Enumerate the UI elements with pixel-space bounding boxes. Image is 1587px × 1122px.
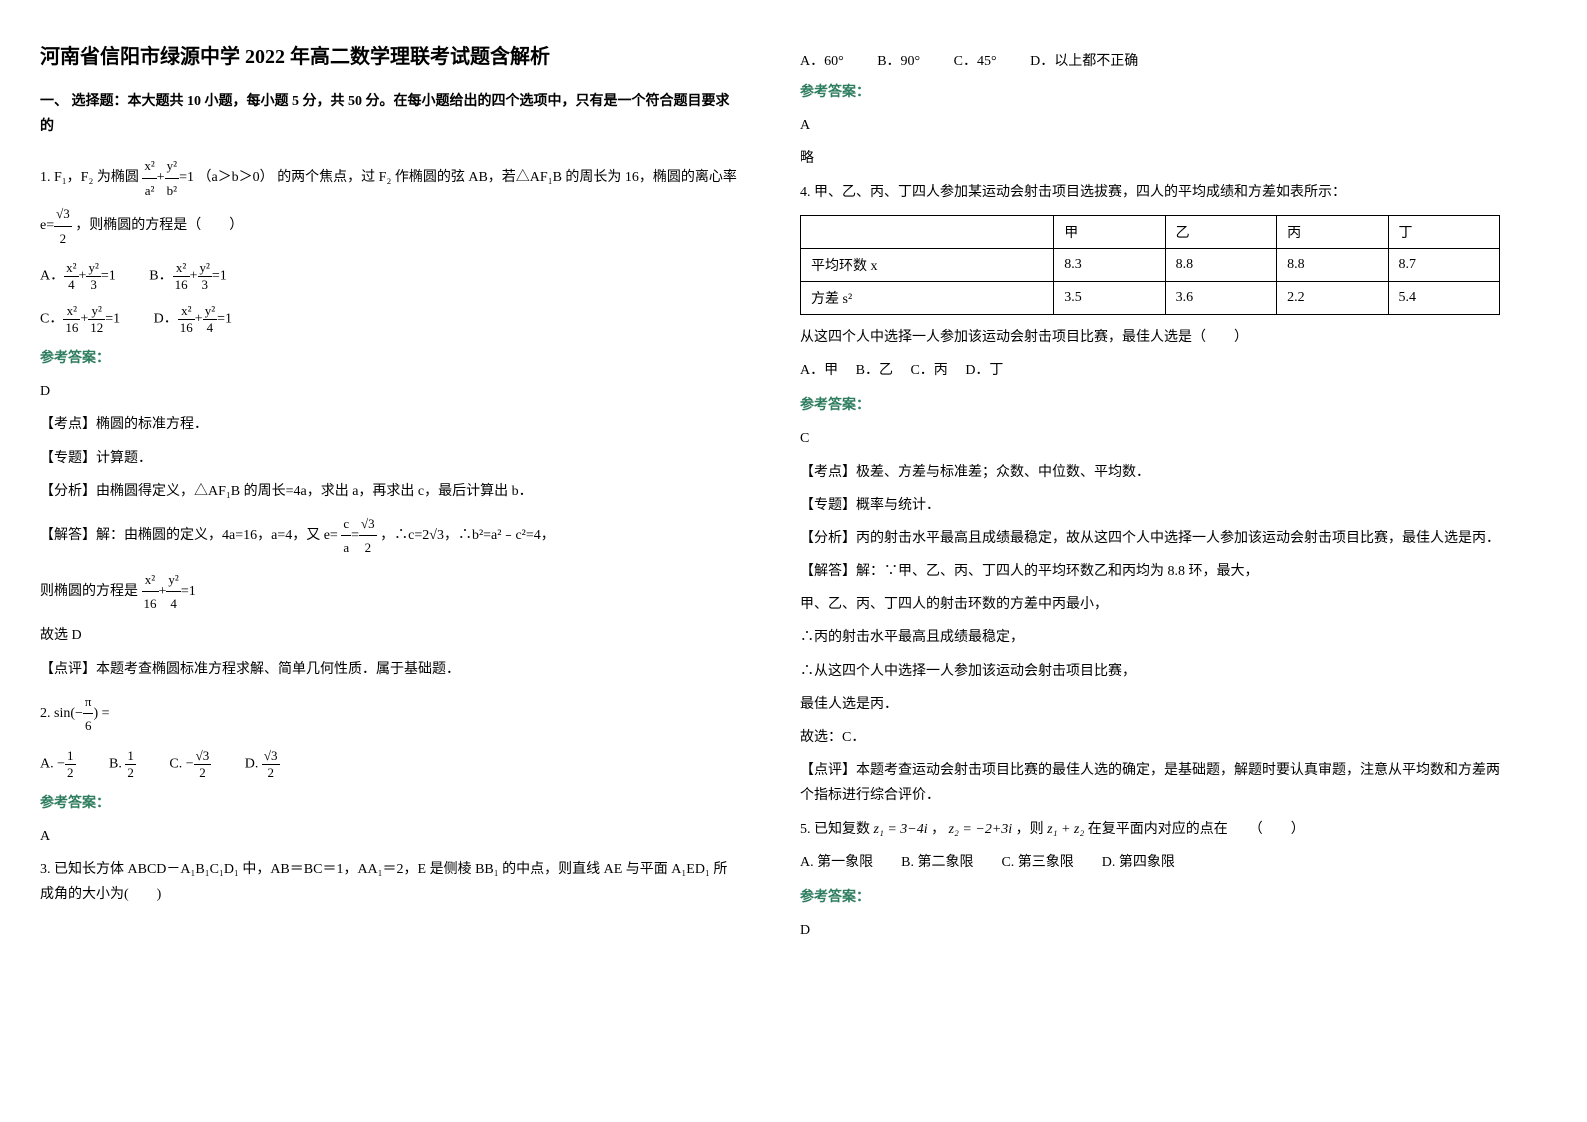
q4-answer: C — [800, 426, 1500, 451]
q3-optC: C．45° — [954, 50, 997, 70]
r1c0: 平均环数 x — [801, 248, 1054, 281]
q5-suffix: 在复平面内对应的点在 （ ） — [1088, 822, 1305, 837]
q4-comment: 【点评】本题考查运动会射击项目比赛的最佳人选的确定，是基础题，解题时要认真审题，… — [800, 758, 1500, 808]
q5-comma: ， — [931, 822, 945, 837]
q3-options: A．60° B．90° C．45° D．以上都不正确 — [800, 50, 1500, 70]
q2-answer-label: 参考答案： — [40, 791, 740, 816]
r1c3: 8.8 — [1277, 248, 1388, 281]
q1-solve-mid: ，∴c=2√3，∴b²=a²﹣c²=4， — [380, 528, 555, 543]
table-row: 方差 s² 3.5 3.6 2.2 5.4 — [801, 281, 1500, 314]
q1-tag2: 【专题】计算题． — [40, 446, 740, 471]
q2-stem: 2. sin(−π6) = — [40, 690, 740, 738]
r2c1: 3.5 — [1054, 281, 1165, 314]
q4-analysis: 【分析】丙的射击水平最高且成绩最稳定，故从这四个人中选择一人参加该运动会射击项目… — [800, 526, 1500, 551]
r1c4: 8.7 — [1388, 248, 1499, 281]
table-header-row: 甲 乙 丙 丁 — [801, 215, 1500, 248]
q2-answer: A — [40, 824, 740, 849]
q4-options: A．甲 B．乙 C．丙 D．丁 — [800, 358, 1500, 383]
q1-solve-prefix: 【解答】解：由椭圆的定义，4a=16，a=4，又 e= — [40, 528, 338, 543]
eccentricity: e=√32 — [40, 202, 72, 250]
q1-options-row1: A．x²4+y²3=1 B．x²16+y²3=1 — [40, 260, 740, 293]
q3-answer-label: 参考答案： — [800, 80, 1500, 105]
q1-stem: 1. F₁，F₂ 为椭圆 x²a²+y²b²=1 （a＞b＞0） 的两个焦点，过… — [40, 154, 740, 250]
q2-optC: C. −√32 — [169, 748, 211, 781]
q2-optB: B. 12 — [109, 748, 136, 781]
ellipse-equation: x²a²+y²b²=1 — [142, 154, 194, 202]
q5-z1: z₁ = 3−4i — [874, 822, 928, 837]
sin-expr: sin(−π6) = — [54, 690, 110, 738]
q4-optC: C．丙 — [910, 363, 947, 378]
q5-stem: 5. 已知复数 z₁ = 3−4i ， z₂ = −2+3i ，则 z₁ + z… — [800, 817, 1500, 842]
q4-optD: D．丁 — [965, 363, 1003, 378]
q1-optD: D．x²16+y²4=1 — [154, 303, 232, 336]
q4-optA: A．甲 — [800, 363, 838, 378]
q4-optB: B．乙 — [856, 363, 893, 378]
q1-solve-eq: 则椭圆的方程是 x²16+y²4=1 — [40, 568, 740, 616]
q3-answer: A — [800, 113, 1500, 138]
q4-answer-label: 参考答案： — [800, 393, 1500, 418]
q5-answer: D — [800, 918, 1500, 943]
q1-solve-answer: 故选 D — [40, 623, 740, 648]
q1-optB: B．x²16+y²3=1 — [149, 260, 227, 293]
th2: 乙 — [1165, 215, 1276, 248]
q4-stem: 4. 甲、乙、丙、丁四人参加某运动会射击项目选拔赛，四人的平均成绩和方差如表所示… — [800, 180, 1500, 205]
q3-optA: A．60° — [800, 50, 844, 70]
right-column: A．60° B．90° C．45° D．以上都不正确 参考答案： A 略 4. … — [800, 40, 1500, 951]
q3-optD: D．以上都不正确 — [1030, 50, 1138, 70]
q2-optD: D. √32 — [245, 748, 280, 781]
r1c2: 8.8 — [1165, 248, 1276, 281]
q1-prefix: 1. F₁，F₂ 为椭圆 — [40, 170, 139, 185]
q3-stem: 3. 已知长方体 ABCD－A₁B₁C₁D₁ 中，AB＝BC＝1，AA₁＝2，E… — [40, 857, 740, 907]
e-value: ca=√32 — [341, 512, 376, 560]
section-title: 一、 选择题：本大题共 10 小题，每小题 5 分，共 50 分。在每小题给出的… — [40, 89, 740, 139]
q1-mid: （a＞b＞0） — [197, 170, 273, 185]
q1-suffix: 的两个焦点，过 F₂ 作椭圆的弦 AB，若△AF₁B 的周长为 16，椭圆的离心… — [277, 170, 737, 185]
q5-options: A. 第一象限 B. 第二象限 C. 第三象限 D. 第四象限 — [800, 850, 1500, 875]
q5-mid: ，则 — [1016, 822, 1044, 837]
r2c0: 方差 s² — [801, 281, 1054, 314]
q4-solve3: ∴丙的射击水平最高且成绩最稳定， — [800, 625, 1500, 650]
q2-num: 2. — [40, 706, 51, 721]
q1-optC: C．x²16+y²12=1 — [40, 303, 120, 336]
q2-optA: A. −12 — [40, 748, 76, 781]
th1: 甲 — [1054, 215, 1165, 248]
left-column: 河南省信阳市绿源中学 2022 年高二数学理联考试题含解析 一、 选择题：本大题… — [40, 40, 740, 951]
q1-tag1: 【考点】椭圆的标准方程． — [40, 412, 740, 437]
q1-comment: 【点评】本题考查椭圆标准方程求解、简单几何性质．属于基础题． — [40, 657, 740, 682]
q4-table: 甲 乙 丙 丁 平均环数 x 8.3 8.8 8.8 8.7 方差 s² 3.5… — [800, 215, 1500, 315]
q5-z2: z₂ = −2+3i — [949, 822, 1013, 837]
th4: 丁 — [1388, 215, 1499, 248]
table-row: 平均环数 x 8.3 8.8 8.8 8.7 — [801, 248, 1500, 281]
q4-solve5: 最佳人选是丙． — [800, 692, 1500, 717]
q4-tag2: 【专题】概率与统计． — [800, 493, 1500, 518]
q4-solve2: 甲、乙、丙、丁四人的射击环数的方差中丙最小， — [800, 592, 1500, 617]
q3-note: 略 — [800, 146, 1500, 171]
q3-optB: B．90° — [877, 50, 920, 70]
q1-options-row2: C．x²16+y²12=1 D．x²16+y²4=1 — [40, 303, 740, 336]
q1-answer-label: 参考答案： — [40, 346, 740, 371]
q5-answer-label: 参考答案： — [800, 885, 1500, 910]
th3: 丙 — [1277, 215, 1388, 248]
th0 — [801, 215, 1054, 248]
r2c4: 5.4 — [1388, 281, 1499, 314]
page-title: 河南省信阳市绿源中学 2022 年高二数学理联考试题含解析 — [40, 40, 740, 69]
r2c3: 2.2 — [1277, 281, 1388, 314]
q1-answer: D — [40, 379, 740, 404]
q4-solve6: 故选：C． — [800, 725, 1500, 750]
q4-post: 从这四个人中选择一人参加该运动会射击项目比赛，最佳人选是（ ） — [800, 325, 1500, 350]
r1c1: 8.3 — [1054, 248, 1165, 281]
q4-solve1: 【解答】解：∵甲、乙、丙、丁四人的平均环数乙和丙均为 8.8 环，最大， — [800, 559, 1500, 584]
r2c2: 3.6 — [1165, 281, 1276, 314]
q2-options: A. −12 B. 12 C. −√32 D. √32 — [40, 748, 740, 781]
q1-solve: 【解答】解：由椭圆的定义，4a=16，a=4，又 e= ca=√32 ，∴c=2… — [40, 512, 740, 560]
q5-prefix: 5. 已知复数 — [800, 822, 870, 837]
q4-tag1: 【考点】极差、方差与标准差；众数、中位数、平均数． — [800, 460, 1500, 485]
q4-solve4: ∴从这四个人中选择一人参加该运动会射击项目比赛， — [800, 659, 1500, 684]
q1-analysis: 【分析】由椭圆得定义，△AF₁B 的周长=4a，求出 a，再求出 c，最后计算出… — [40, 479, 740, 504]
final-equation: x²16+y²4=1 — [142, 568, 196, 616]
q1-end: ，则椭圆的方程是（ ） — [75, 218, 243, 233]
q1-solve-suffix: 则椭圆的方程是 — [40, 584, 138, 599]
q5-expr: z₁ + z₂ — [1047, 822, 1084, 837]
q1-optA: A．x²4+y²3=1 — [40, 260, 116, 293]
